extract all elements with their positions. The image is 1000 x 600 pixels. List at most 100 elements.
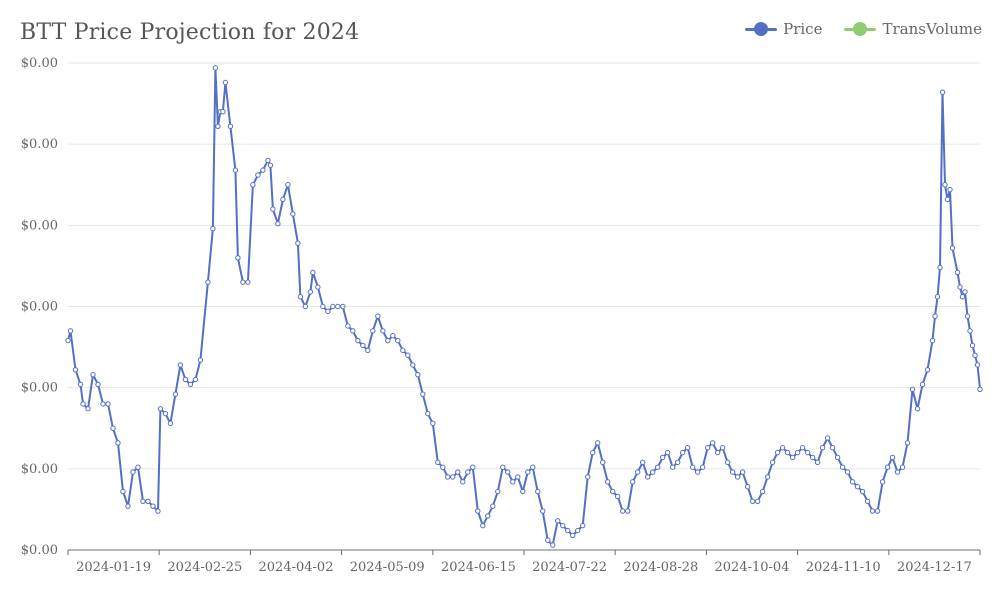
data-point[interactable]: [325, 308, 331, 315]
data-point[interactable]: [265, 157, 271, 164]
data-point[interactable]: [340, 303, 346, 310]
data-point[interactable]: [839, 464, 846, 470]
data-point[interactable]: [77, 381, 84, 388]
data-point[interactable]: [260, 167, 266, 173]
data-point[interactable]: [849, 479, 856, 485]
data-point[interactable]: [799, 445, 806, 451]
data-point[interactable]: [977, 386, 983, 392]
data-point[interactable]: [924, 367, 931, 373]
data-point[interactable]: [874, 508, 881, 514]
data-point[interactable]: [235, 255, 241, 261]
data-point[interactable]: [95, 381, 101, 388]
data-point[interactable]: [689, 464, 696, 470]
data-point[interactable]: [525, 469, 531, 475]
data-point[interactable]: [654, 464, 661, 470]
data-point[interactable]: [335, 303, 341, 310]
data-point[interactable]: [944, 196, 951, 203]
data-point[interactable]: [644, 474, 651, 480]
data-point[interactable]: [120, 488, 126, 495]
data-point[interactable]: [962, 289, 968, 295]
data-point[interactable]: [899, 464, 906, 470]
data-point[interactable]: [302, 303, 309, 310]
data-point[interactable]: [157, 406, 164, 412]
data-point[interactable]: [972, 352, 978, 358]
data-point[interactable]: [889, 454, 896, 461]
data-point[interactable]: [285, 182, 291, 188]
data-point[interactable]: [390, 333, 396, 339]
data-point[interactable]: [744, 483, 751, 490]
data-point[interactable]: [240, 279, 246, 285]
data-point[interactable]: [595, 440, 601, 446]
data-point[interactable]: [520, 488, 526, 495]
data-point[interactable]: [192, 376, 199, 383]
data-point[interactable]: [245, 279, 251, 285]
data-point[interactable]: [749, 498, 756, 504]
data-point[interactable]: [280, 196, 286, 203]
data-point[interactable]: [704, 445, 711, 451]
data-point[interactable]: [829, 445, 836, 451]
data-point[interactable]: [232, 167, 239, 173]
data-point[interactable]: [719, 445, 726, 451]
data-point[interactable]: [774, 449, 781, 456]
data-point[interactable]: [585, 474, 591, 480]
data-point[interactable]: [177, 362, 184, 368]
data-point[interactable]: [370, 328, 376, 334]
data-point[interactable]: [794, 449, 801, 456]
data-point[interactable]: [375, 313, 381, 319]
data-point[interactable]: [824, 435, 831, 441]
data-point[interactable]: [105, 401, 111, 407]
data-point[interactable]: [135, 464, 141, 470]
data-point[interactable]: [967, 328, 973, 334]
data-point[interactable]: [155, 508, 161, 514]
data-point[interactable]: [505, 469, 511, 475]
data-point[interactable]: [804, 449, 811, 456]
data-point[interactable]: [565, 527, 571, 534]
data-point[interactable]: [932, 313, 938, 319]
data-point[interactable]: [72, 367, 79, 373]
data-point[interactable]: [575, 527, 581, 534]
data-point[interactable]: [545, 537, 551, 543]
data-point[interactable]: [450, 474, 456, 480]
data-point[interactable]: [674, 459, 681, 466]
data-point[interactable]: [365, 347, 371, 354]
data-point[interactable]: [420, 391, 426, 397]
data-point[interactable]: [759, 488, 766, 495]
data-point[interactable]: [465, 469, 471, 475]
data-point[interactable]: [212, 65, 219, 71]
data-point[interactable]: [360, 342, 366, 349]
data-point[interactable]: [530, 464, 536, 470]
data-point[interactable]: [227, 123, 234, 130]
data-point[interactable]: [649, 469, 656, 475]
data-point[interactable]: [145, 498, 151, 504]
data-point[interactable]: [934, 294, 941, 300]
data-point[interactable]: [937, 264, 943, 271]
data-point[interactable]: [167, 420, 174, 427]
data-point[interactable]: [130, 469, 136, 475]
data-point[interactable]: [739, 469, 746, 475]
data-point[interactable]: [380, 328, 386, 334]
data-point[interactable]: [197, 357, 204, 363]
data-point[interactable]: [222, 79, 229, 86]
data-point[interactable]: [400, 347, 406, 354]
data-point[interactable]: [694, 469, 701, 475]
data-point[interactable]: [345, 323, 351, 329]
data-point[interactable]: [864, 498, 871, 504]
data-point[interactable]: [395, 337, 401, 344]
data-point[interactable]: [445, 474, 451, 480]
data-point[interactable]: [734, 474, 741, 480]
data-point[interactable]: [634, 469, 641, 475]
data-point[interactable]: [385, 337, 391, 344]
data-point[interactable]: [789, 454, 796, 461]
data-point[interactable]: [220, 109, 226, 115]
data-point[interactable]: [610, 488, 616, 495]
data-point[interactable]: [290, 211, 296, 217]
data-point[interactable]: [659, 454, 666, 461]
data-point[interactable]: [729, 469, 736, 475]
data-point[interactable]: [320, 303, 326, 310]
data-point[interactable]: [410, 362, 416, 368]
data-point[interactable]: [267, 162, 274, 168]
data-point[interactable]: [879, 479, 886, 485]
data-point[interactable]: [550, 542, 556, 548]
data-point[interactable]: [162, 410, 169, 417]
data-point[interactable]: [619, 508, 626, 514]
